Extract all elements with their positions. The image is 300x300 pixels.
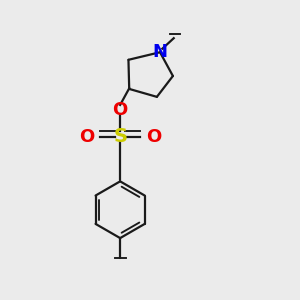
Text: O: O	[112, 101, 128, 119]
Text: O: O	[79, 128, 94, 146]
Text: N: N	[152, 43, 167, 61]
Text: S: S	[113, 127, 127, 146]
Text: O: O	[146, 128, 161, 146]
